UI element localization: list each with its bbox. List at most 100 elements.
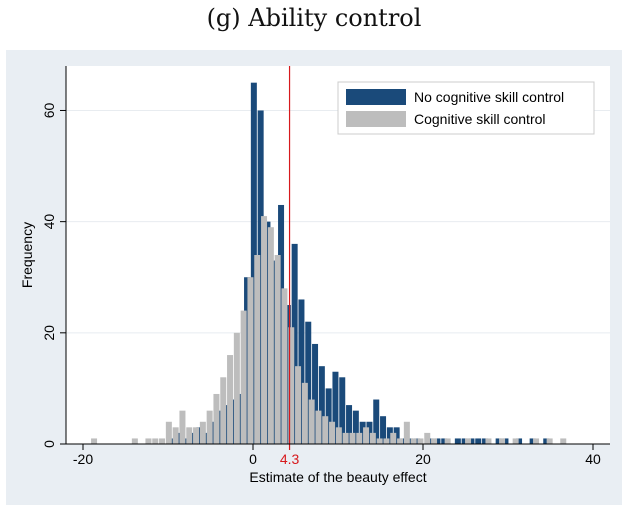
bar-cognitive (410, 438, 417, 444)
bar-no-cognitive (203, 432, 210, 444)
bar-cognitive (322, 416, 329, 444)
bar-cognitive (199, 421, 206, 444)
bar-no-cognitive (475, 438, 482, 444)
bar-cognitive (288, 327, 295, 444)
bar-cognitive (206, 410, 213, 444)
bar-no-cognitive (169, 438, 176, 444)
legend-swatch-cognitive (346, 111, 406, 127)
bar-no-cognitive (529, 438, 536, 444)
bar-no-cognitive (441, 438, 448, 444)
bar-cognitive (227, 355, 234, 444)
bar-cognitive (193, 427, 200, 444)
bar-no-cognitive (291, 243, 298, 444)
bar-cognitive (131, 438, 138, 444)
bar-cognitive (335, 427, 342, 444)
bar-cognitive (233, 332, 240, 444)
y-tick-label: 0 (41, 440, 57, 448)
bar-no-cognitive (427, 438, 434, 444)
bar-cognitive (383, 438, 390, 444)
bar-no-cognitive (543, 438, 550, 444)
bar-cognitive (376, 438, 383, 444)
bar-no-cognitive (257, 110, 264, 445)
bar-no-cognitive (244, 277, 251, 444)
bar-cognitive (267, 227, 274, 444)
x-axis-title: Estimate of the beauty effect (249, 469, 426, 485)
bar-cognitive (369, 432, 376, 444)
bar-cognitive (329, 421, 336, 444)
chart-title: (g) Ability control (206, 4, 422, 32)
bar-cognitive (499, 438, 506, 444)
bar-no-cognitive (237, 393, 244, 444)
legend: No cognitive skill control Cognitive ski… (337, 81, 595, 135)
bar-no-cognitive (250, 82, 257, 445)
y-tick-label: 60 (41, 102, 57, 118)
bar-cognitive (465, 438, 472, 444)
bar-cognitive (172, 427, 179, 444)
bar-no-cognitive (400, 438, 407, 444)
bar-no-cognitive (366, 421, 373, 444)
bar-cognitive (512, 438, 519, 444)
bar-no-cognitive (264, 221, 271, 444)
bar-cognitive (431, 438, 438, 444)
bar-no-cognitive (359, 421, 366, 444)
bar-no-cognitive (414, 438, 421, 444)
legend-label-no-cognitive: No cognitive skill control (414, 89, 564, 105)
y-axis-ticks: 0 20 40 60 (41, 102, 66, 448)
bar-no-cognitive (373, 399, 380, 444)
bar-cognitive (417, 438, 424, 444)
bar-cognitive (546, 438, 553, 444)
bar-no-cognitive (325, 388, 332, 444)
bar-cognitive (240, 310, 247, 444)
bar-cognitive (281, 288, 288, 444)
bar-no-cognitive (461, 438, 468, 444)
y-axis-title: Frequency (19, 222, 35, 288)
bar-cognitive (91, 438, 98, 444)
bar-no-cognitive (278, 204, 285, 444)
bar-cognitive (220, 377, 227, 444)
bar-cognitive (403, 421, 410, 444)
bar-cognitive (213, 393, 220, 444)
bar-cognitive (308, 399, 315, 444)
bar-cognitive (145, 438, 152, 444)
bar-no-cognitive (393, 427, 400, 444)
bar-cognitive (342, 432, 349, 444)
y-tick-label: 40 (41, 214, 57, 230)
bar-no-cognitive (312, 343, 319, 444)
bar-cognitive (485, 438, 492, 444)
bar-cognitive (390, 432, 397, 444)
bar-no-cognitive (298, 299, 305, 444)
bar-cognitive (254, 255, 261, 444)
bar-no-cognitive (339, 377, 346, 444)
bar-no-cognitive (305, 321, 312, 444)
x-axis-ticks: -20 0 20 40 (73, 444, 601, 467)
bar-cognitive (247, 277, 254, 444)
bar-cognitive (301, 382, 308, 444)
x-tick-label: 40 (585, 451, 601, 467)
bar-cognitive (363, 427, 370, 444)
bar-no-cognitive (182, 438, 189, 444)
bar-cognitive (315, 410, 322, 444)
x-tick-label: 0 (249, 451, 257, 467)
x-tick-label: 20 (415, 451, 431, 467)
bar-cognitive (444, 438, 451, 444)
bar-cognitive (159, 438, 166, 444)
bar-no-cognitive (502, 438, 509, 444)
bar-no-cognitive (386, 427, 393, 444)
bar-cognitive (186, 427, 193, 444)
bar-no-cognitive (332, 371, 339, 444)
bar-no-cognitive (482, 438, 489, 444)
bar-no-cognitive (216, 410, 223, 444)
legend-swatch-no-cognitive (346, 89, 406, 105)
bar-no-cognitive (271, 260, 278, 444)
legend-label-cognitive: Cognitive skill control (414, 111, 546, 127)
bar-no-cognitive (468, 438, 475, 444)
bar-no-cognitive (495, 438, 502, 444)
bar-no-cognitive (407, 438, 414, 444)
bar-no-cognitive (380, 416, 387, 444)
bar-cognitive (261, 216, 268, 444)
bar-cognitive (560, 438, 567, 444)
bar-no-cognitive (516, 438, 523, 444)
bar-no-cognitive (189, 432, 196, 444)
bar-no-cognitive (196, 427, 203, 444)
